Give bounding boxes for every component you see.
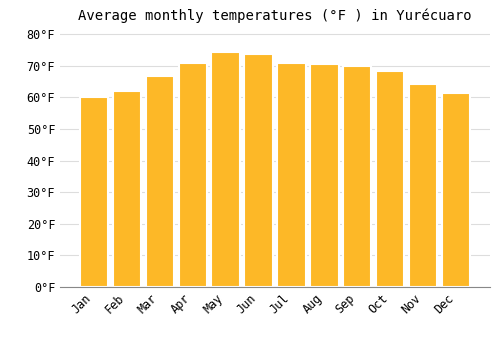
Bar: [112, 91, 140, 287]
Bar: [376, 71, 404, 287]
Title: Average monthly temperatures (°F ) in Yurécuaro: Average monthly temperatures (°F ) in Yu…: [78, 8, 472, 23]
Bar: [146, 76, 174, 287]
Bar: [212, 52, 240, 287]
Bar: [178, 63, 206, 287]
Bar: [442, 93, 470, 287]
Bar: [278, 63, 305, 287]
Bar: [410, 84, 438, 287]
Bar: [244, 54, 272, 287]
Bar: [310, 64, 338, 287]
Bar: [344, 66, 371, 287]
Bar: [80, 97, 108, 287]
